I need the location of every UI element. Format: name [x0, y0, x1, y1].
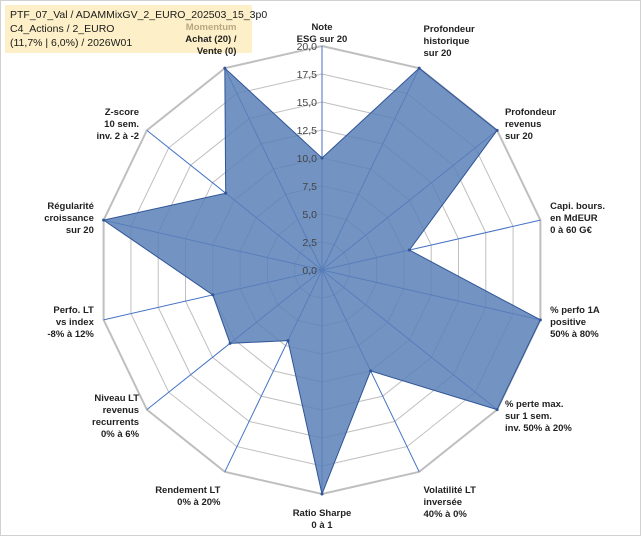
axis-label: -8% à 12% — [47, 329, 94, 340]
tick-label: 20,0 — [297, 41, 318, 53]
data-point — [369, 369, 373, 373]
axis-label: Momentum — [186, 22, 237, 33]
axis-label: 40% à 0% — [424, 509, 468, 520]
data-point — [407, 248, 411, 252]
data-point — [495, 408, 499, 412]
tick-label: 0,0 — [302, 265, 317, 277]
axis-label: 10 sem. — [104, 119, 139, 130]
axis-label: sur 20 — [424, 48, 452, 59]
axis-label: % perfo 1A — [550, 305, 600, 316]
data-point — [211, 293, 215, 297]
axis-label: 0 à 60 G€ — [550, 225, 592, 236]
data-point — [228, 341, 232, 345]
axis-label: Ratio Sharpe — [293, 508, 352, 519]
axis-label: vs index — [56, 317, 95, 328]
axis-label: inv. 50% à 20% — [505, 423, 572, 434]
chart-header-box: PTF_07_Val / ADAMMixGV_2_EURO_202503_15_… — [5, 5, 268, 53]
axis-label: sur 20 — [66, 225, 94, 236]
data-point — [102, 218, 106, 222]
axis-label: % perte max. — [505, 399, 564, 410]
axis-label: revenus — [103, 405, 139, 416]
data-point — [223, 66, 227, 70]
data-point — [495, 128, 499, 132]
tick-label: 5,0 — [302, 209, 317, 221]
axis-label: ESG sur 20 — [297, 34, 348, 45]
axis-label: 0% à 20% — [177, 497, 221, 508]
axis-label: 0% à 6% — [101, 429, 140, 440]
tick-label: 12,5 — [297, 125, 318, 137]
axis-label: Achat (20) / — [185, 34, 237, 45]
axis-label: Vente (0) — [197, 46, 237, 57]
axis-label: croissance — [44, 213, 94, 224]
axis-label: recurrents — [92, 417, 139, 428]
axis-label: Régularité — [47, 201, 93, 212]
tick-label: 10,0 — [297, 153, 318, 165]
header-line-2: C4_Actions / 2_EURO — [10, 23, 115, 35]
axis-label: Perfo. LT — [53, 305, 94, 316]
data-point — [286, 339, 290, 343]
data-point — [224, 191, 228, 195]
data-point — [538, 318, 542, 322]
axis-label: revenus — [505, 119, 541, 130]
header-line-3: (11,7% | 6,0%) / 2026W01 — [10, 37, 133, 49]
tick-label: 15,0 — [297, 97, 318, 109]
axis-label: inversée — [424, 497, 463, 508]
axis-label: Note — [311, 22, 332, 33]
axis-label: 50% à 80% — [550, 329, 599, 340]
tick-label: 17,5 — [297, 69, 318, 81]
data-point — [417, 66, 421, 70]
axis-label: Profondeur — [424, 24, 475, 35]
axis-label: 0 à 1 — [311, 520, 333, 531]
axis-label: historique — [424, 36, 470, 47]
axis-label: en MdEUR — [550, 213, 598, 224]
header-line-1: PTF_07_Val / ADAMMixGV_2_EURO_202503_15_… — [10, 9, 268, 21]
tick-label: 2,5 — [302, 237, 317, 249]
axis-label: Niveau LT — [94, 393, 139, 404]
data-point — [320, 492, 324, 496]
axis-label: sur 1 sem. — [505, 411, 552, 422]
axis-label: Profondeur — [505, 107, 556, 118]
axis-label: Volatilité LT — [424, 485, 477, 496]
axis-label: Capi. bours. — [550, 201, 605, 212]
tick-label: 7,5 — [302, 181, 317, 193]
axis-label: sur 20 — [505, 131, 533, 142]
axis-label: inv. 2 à -2 — [96, 131, 139, 142]
axis-label: positive — [550, 317, 586, 328]
axis-label: Rendement LT — [155, 485, 220, 496]
data-point — [320, 156, 324, 160]
axis-label: Z-score — [105, 107, 139, 118]
